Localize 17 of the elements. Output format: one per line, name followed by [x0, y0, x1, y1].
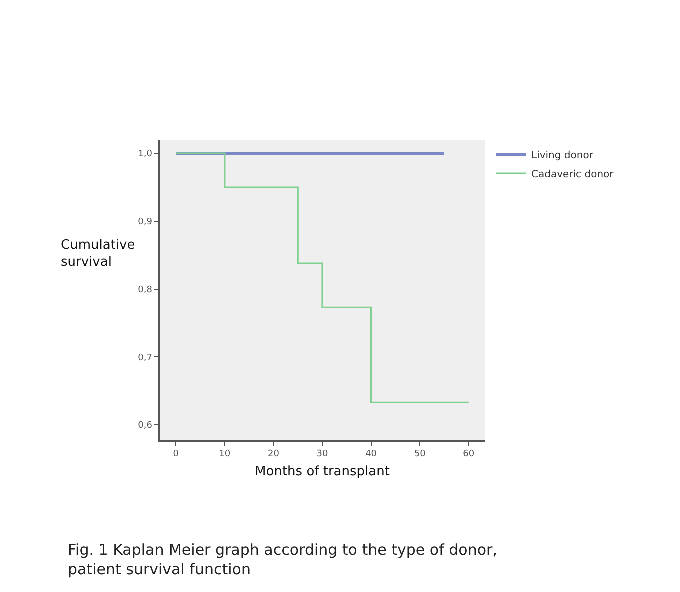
x-tick-label: 30	[316, 450, 328, 460]
x-tick-label: 50	[414, 450, 426, 460]
x-tick-label: 10	[219, 450, 231, 460]
legend-label: Cadaveric donor	[532, 169, 615, 180]
x-tick-label: 20	[268, 450, 280, 460]
legend-label: Living donor	[532, 150, 594, 162]
y-tick-label: 0,7	[138, 353, 152, 364]
x-tick-label: 0	[173, 450, 180, 460]
y-tick-label: 0,6	[138, 421, 153, 432]
x-axis-title: Months of transplant	[255, 464, 390, 480]
caption: Fig. 1 Kaplan Meier graph according to the type of donor, patient survival function	[68, 541, 498, 578]
y-tick-label: 0,9	[138, 218, 153, 228]
y-axis-title: Cumulative survival	[61, 238, 136, 270]
y-tick-label: 0,8	[138, 285, 153, 296]
y-tick-label: 1,0	[138, 150, 153, 160]
x-tick-label: 60	[463, 450, 475, 460]
x-tick-label: 40	[366, 450, 378, 460]
